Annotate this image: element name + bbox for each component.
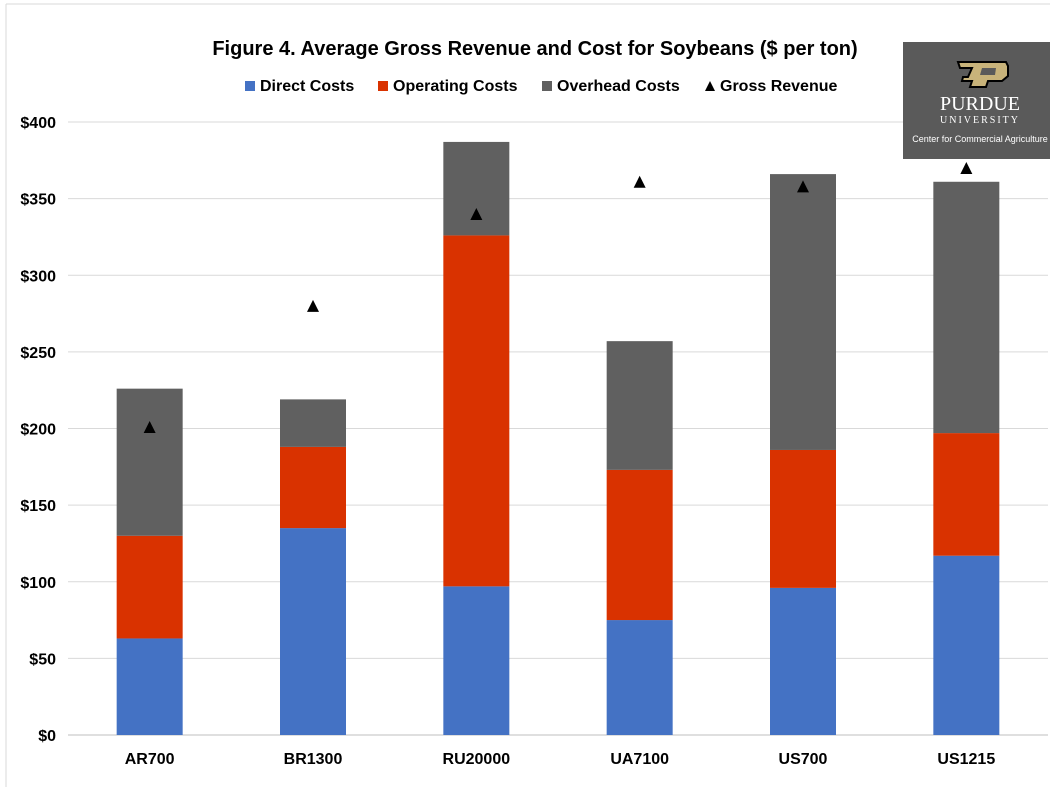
gross-revenue-marker xyxy=(307,299,319,312)
logo-subline: UNIVERSITY xyxy=(940,115,1020,126)
y-axis-tick-labels: $0 $50 $100 $150 $200 $250 $300 $350 $400 xyxy=(20,115,56,745)
gross-revenue-marker xyxy=(797,180,809,193)
gross-revenue-marker xyxy=(470,207,483,220)
bar-segment xyxy=(280,446,346,529)
legend-swatch xyxy=(705,81,715,91)
y-tick-label: $300 xyxy=(20,268,56,285)
legend: Direct Costs Operating Costs Overhead Cost… xyxy=(245,78,837,95)
x-tick-label: US700 xyxy=(779,751,828,768)
bar-segment xyxy=(116,388,183,536)
chart-title: Figure 4. Average Gross Revenue and Cost… xyxy=(212,38,857,60)
bar-segment xyxy=(770,587,836,735)
bar-segment xyxy=(770,449,836,588)
bar-segment xyxy=(443,141,510,236)
legend-label: Direct Costs xyxy=(260,78,354,95)
y-tick-label: $350 xyxy=(20,192,56,209)
bar-segment xyxy=(606,620,673,735)
gridlines xyxy=(68,121,1048,736)
legend-label: Operating Costs xyxy=(393,78,518,95)
y-tick-label: $150 xyxy=(20,498,56,515)
legend-swatch xyxy=(542,81,552,91)
bar-segment xyxy=(933,433,1000,556)
legend-swatch xyxy=(378,81,388,91)
bar-segment xyxy=(116,638,183,735)
legend-label: Gross Revenue xyxy=(720,78,837,95)
bar-segment xyxy=(443,235,510,587)
gross-revenue-marker xyxy=(143,420,156,433)
bar-segment xyxy=(443,586,510,735)
bar-segment xyxy=(933,181,1000,434)
bar-segment xyxy=(606,469,673,621)
bar-segment xyxy=(116,535,183,639)
y-tick-label: $0 xyxy=(38,728,56,745)
bar-segment xyxy=(280,399,346,447)
bar-segment xyxy=(606,341,673,470)
x-tick-label: AR700 xyxy=(125,751,175,768)
y-tick-label: $50 xyxy=(29,651,56,668)
bar-series xyxy=(116,141,1000,735)
x-tick-label: UA7100 xyxy=(610,751,669,768)
bar-segment xyxy=(770,174,836,450)
logo-wordmark: PURDUE xyxy=(940,93,1020,115)
gross-revenue-marker xyxy=(633,175,646,188)
x-tick-label: BR1300 xyxy=(284,751,343,768)
y-tick-label: $250 xyxy=(20,345,56,362)
y-tick-label: $100 xyxy=(20,575,56,592)
x-axis-tick-labels: AR700 BR1300 RU20000 UA7100 US700 US1215 xyxy=(125,751,996,768)
gross-revenue-markers xyxy=(143,161,973,433)
y-tick-label: $200 xyxy=(20,422,56,439)
legend-swatch xyxy=(245,81,255,91)
legend-label: Overhead Costs xyxy=(557,78,680,95)
bar-segment xyxy=(933,555,1000,735)
y-tick-label: $400 xyxy=(20,115,56,132)
purdue-logo: PURDUE UNIVERSITY Center for Commercial … xyxy=(903,42,1050,159)
logo-caption: Center for Commercial Agriculture xyxy=(912,134,1048,144)
x-tick-label: RU20000 xyxy=(443,751,511,768)
bar-segment xyxy=(280,528,346,735)
gross-revenue-marker xyxy=(960,161,973,174)
purdue-p-icon xyxy=(956,61,1009,88)
x-tick-label: US1215 xyxy=(937,751,995,768)
